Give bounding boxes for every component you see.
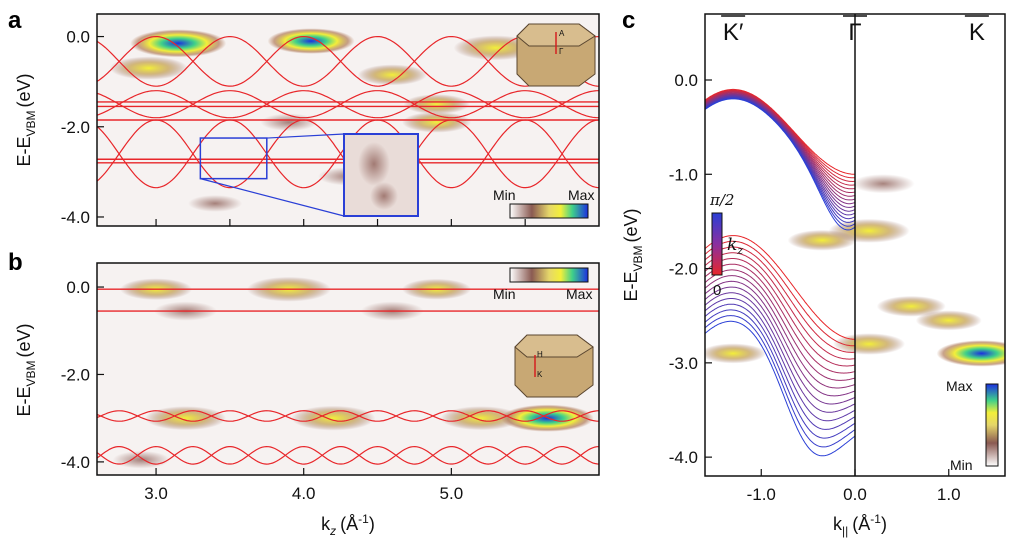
- panel-c: 0.0 -1.0 -2.0 -3.0 -4.0 -1.0 0.0 1.0 K′ Γ K E-EV…: [621, 14, 1024, 538]
- a-intensity-feature-2: [268, 28, 355, 54]
- zoom-magnified-feature-1: [370, 182, 398, 210]
- brillouin-zone-inset-a: A Γ: [517, 24, 595, 86]
- a-ytick-label-2: -4.0: [61, 208, 90, 227]
- panel-label-a: a: [8, 7, 22, 34]
- colorbar-max-b: Max: [566, 286, 592, 302]
- high-symmetry-label-1: Γ: [848, 19, 861, 46]
- b-xtick-label-2: 5.0: [440, 484, 464, 503]
- c-ytick-label-0: 0.0: [674, 71, 698, 90]
- panel-label-b: b: [8, 249, 23, 276]
- colorbar-min-c: Min: [950, 457, 973, 473]
- b-ytick-label-1: -2.0: [61, 365, 90, 384]
- b-xtick-label-1: 4.0: [292, 484, 316, 503]
- y-axis-label-c: E-EVBM(eV): [621, 208, 645, 301]
- brillouin-zone-inset-b: H K: [515, 335, 593, 397]
- c-intensity-feature-5: [852, 174, 915, 193]
- x-axis-label-b: kz (Å-1): [321, 512, 375, 538]
- c-xtick-label-1: 0.0: [843, 485, 867, 504]
- colorbar-max-c: Max: [946, 378, 972, 394]
- bz-top-face-b: [515, 335, 593, 357]
- a-intensity-feature-9: [188, 195, 242, 212]
- c-ytick-label-3: -3.0: [669, 354, 698, 373]
- high-symmetry-label-0: K′: [723, 19, 744, 46]
- c-intensity-feature-7: [788, 230, 857, 251]
- bz-point-Gamma-a: Γ: [559, 47, 564, 56]
- figure-canvas: a 0.0 -2.0 -4.0 E-EVBM(eV) Min Max A Γ b: [0, 0, 1024, 540]
- colorbar-gradient-c: [986, 384, 998, 466]
- colorbar-kz-top: π/2: [709, 191, 734, 209]
- colorbar-kz-bottom: 0: [713, 282, 721, 299]
- c-intensity-feature-1: [916, 310, 982, 330]
- a-ytick-label-1: -2.0: [61, 118, 90, 137]
- y-axis-label-b: E-EVBM(eV): [14, 323, 38, 416]
- colorbar-min-b: Min: [493, 286, 516, 302]
- panel-b: 0.0 -2.0 -4.0 3.0 4.0 5.0 E-EVBM(eV) kz (Å-1)…: [14, 263, 599, 538]
- c-ytick-label-2: -2.0: [669, 260, 698, 279]
- a-intensity-feature-1: [110, 57, 188, 80]
- a-intensity-feature-7: [260, 113, 317, 131]
- colorbar-min-a: Min: [493, 187, 516, 203]
- panel-label-c: c: [622, 7, 635, 34]
- bz-point-K: K: [537, 370, 543, 379]
- c-xtick-label-2: 1.0: [937, 485, 961, 504]
- zoom-magnified-feature-0: [358, 142, 390, 186]
- b-ytick-label-2: -4.0: [61, 453, 90, 472]
- a-intensity-feature-3: [358, 64, 427, 85]
- c-intensity-feature-2: [937, 340, 1024, 366]
- panel-a: 0.0 -2.0 -4.0 E-EVBM(eV) Min Max A Γ: [14, 14, 599, 227]
- high-symmetry-label-2: K: [969, 19, 985, 46]
- b-xtick-label-0: 3.0: [144, 484, 168, 503]
- b-intensity-feature-9: [113, 451, 170, 469]
- c-intensity-feature-6: [700, 343, 766, 363]
- y-axis-label-a: E-EVBM(eV): [14, 73, 38, 166]
- b-intensity-feature-5: [145, 406, 226, 430]
- c-xtick-label-0: -1.0: [747, 485, 776, 504]
- b-ytick-label-0: 0.0: [66, 278, 90, 297]
- x-axis-label-c: k|| (Å-1): [833, 512, 887, 538]
- colorbar-gradient-a: [510, 204, 588, 218]
- a-ytick-label-0: 0.0: [66, 28, 90, 47]
- c-ytick-label-1: -1.0: [669, 165, 698, 184]
- bz-point-A: A: [559, 29, 565, 38]
- bz-point-H: H: [537, 350, 543, 359]
- colorbar-max-a: Max: [568, 187, 594, 203]
- c-ytick-label-4: -4.0: [669, 448, 698, 467]
- colorbar-kz-gradient: [712, 213, 722, 275]
- colorbar-gradient-b: [510, 268, 588, 282]
